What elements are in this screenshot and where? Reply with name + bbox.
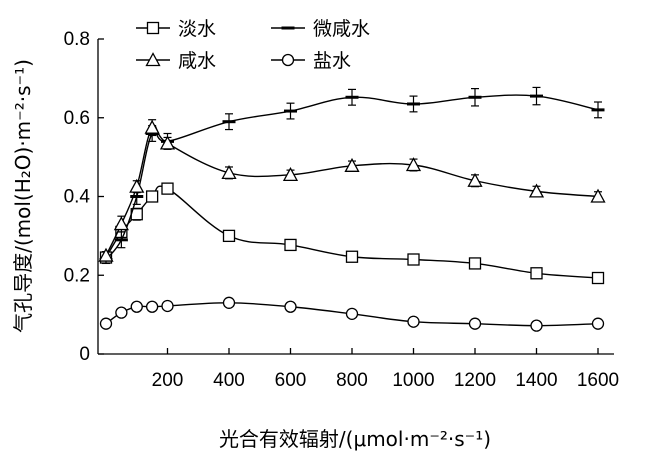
data-point [161, 182, 174, 195]
data-point [161, 299, 174, 313]
data-point [144, 119, 160, 134]
series-circle [99, 296, 605, 332]
legend-item-dash: 微咸水 [271, 18, 370, 40]
series-square [99, 182, 605, 285]
legend-label: 咸水 [178, 50, 216, 72]
data-point [115, 306, 128, 319]
x-axis-ticks: 200 400 600 800 1000 1200 1400 1600 [152, 348, 619, 391]
data-point [345, 250, 359, 263]
data-point [467, 172, 483, 187]
data-point [98, 247, 114, 262]
data-point [591, 271, 605, 285]
data-point [284, 238, 297, 252]
y-tick-label: 0.6 [64, 108, 90, 129]
data-point [130, 300, 143, 313]
x-tick-label: 600 [275, 370, 307, 391]
legend-item-circle: 盐水 [271, 50, 351, 72]
data-point [345, 307, 359, 320]
data-point [221, 165, 237, 180]
legend-label: 淡水 [178, 18, 216, 40]
series-line [105, 94, 599, 260]
data-point [530, 267, 543, 280]
data-point [405, 157, 422, 172]
data-point [145, 300, 159, 313]
series-triangle [98, 119, 606, 262]
y-axis-title: 气孔导度/(mol(H₂O)·m⁻²·s⁻¹) [11, 59, 35, 333]
data-point [591, 317, 605, 330]
data-point [99, 317, 113, 330]
legend-label: 微咸水 [313, 18, 370, 40]
y-tick-label: 0.2 [64, 265, 90, 286]
legend-label: 盐水 [313, 50, 351, 72]
data-point [159, 135, 176, 150]
data-point [590, 188, 606, 203]
legend-marker [145, 52, 161, 67]
y-axis-ticks: 0 0.2 0.4 0.6 0.8 [64, 29, 104, 365]
data-point [222, 296, 236, 309]
data-point [344, 157, 360, 172]
data-point [407, 253, 420, 266]
data-point [145, 190, 159, 203]
data-point [284, 300, 297, 313]
series-line [105, 185, 599, 279]
data-point [129, 178, 145, 193]
data-point [530, 319, 543, 332]
x-tick-label: 1200 [454, 370, 496, 391]
data-point [407, 315, 420, 328]
series-line [105, 124, 599, 256]
y-tick-label: 0.8 [64, 29, 90, 50]
data-point [222, 229, 236, 243]
data-point [282, 166, 299, 181]
series-layer [98, 86, 606, 332]
x-tick-label: 1000 [392, 370, 434, 391]
legend-item-triangle: 咸水 [136, 50, 216, 72]
x-tick-label: 1400 [515, 370, 557, 391]
y-tick-label: 0 [79, 344, 90, 365]
x-tick-label: 400 [213, 370, 245, 391]
data-point [468, 257, 482, 270]
x-tick-label: 1600 [577, 370, 619, 391]
x-tick-label: 800 [336, 370, 368, 391]
data-point [528, 183, 545, 198]
legend-marker [281, 53, 295, 67]
legend-marker [146, 21, 160, 35]
legend-item-square: 淡水 [136, 18, 216, 40]
y-tick-label: 0.4 [64, 187, 91, 208]
data-point [468, 317, 482, 330]
x-axis-title: 光合有效辐射/(μmol·m⁻²·s⁻¹) [219, 427, 491, 451]
x-tick-label: 200 [152, 370, 184, 391]
data-point [113, 216, 129, 231]
series-dash [99, 86, 605, 265]
